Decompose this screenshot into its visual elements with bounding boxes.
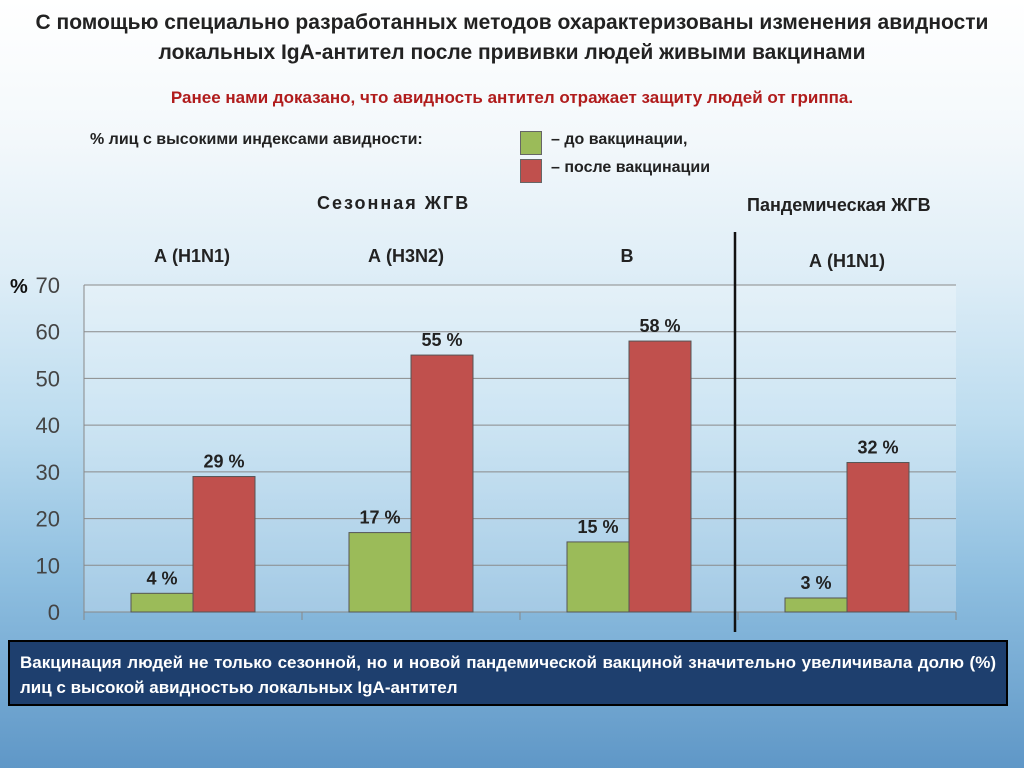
bar-before — [784, 597, 848, 613]
category-label: А (H1N1) — [154, 246, 230, 266]
legend-text-after: – после вакцинации — [551, 159, 711, 176]
data-label: 32 % — [857, 438, 898, 458]
bar-before — [348, 532, 412, 613]
bar-before — [130, 592, 194, 613]
legend-text-before: – до вакцинации, — [551, 131, 688, 148]
bar-after — [192, 476, 256, 613]
bar-after — [628, 340, 692, 613]
bar-before — [566, 541, 630, 613]
y-tick-label: 30 — [36, 460, 60, 485]
slide-title: С помощью специально разработанных метод… — [35, 11, 989, 64]
conclusion-box: Вакцинация людей не только сезонной, но … — [8, 640, 1008, 706]
category-label: В — [621, 246, 634, 266]
category-label: А (H1N1) — [809, 251, 885, 271]
y-tick-label: 10 — [36, 553, 60, 578]
y-axis-label: % — [10, 276, 28, 298]
bar-after — [846, 462, 910, 613]
y-tick-label: 0 — [48, 600, 60, 625]
y-tick-label: 50 — [36, 366, 60, 391]
y-tick-label: 60 — [36, 320, 60, 345]
legend-label: % лиц с высокими индексами авидности: — [90, 131, 423, 148]
group-title-pandemic: Пандемическая ЖГВ — [747, 195, 931, 215]
y-tick-label: 70 — [36, 273, 60, 298]
data-label: 17 % — [359, 508, 400, 528]
data-label: 4 % — [146, 568, 177, 588]
bar-chart: 0 10 20 30 40 50 60 70% А (H1N1) 4 % 29 % А (H3N2) 1… — [10, 232, 957, 632]
y-tick-label: 40 — [36, 413, 60, 438]
legend-swatch-after — [520, 159, 542, 183]
data-label: 55 % — [421, 330, 462, 350]
legend-swatch-before — [520, 131, 542, 155]
data-label: 58 % — [639, 316, 680, 336]
y-tick-label: 20 — [36, 507, 60, 532]
bar-after — [410, 354, 474, 613]
slide-subtitle: Ранее нами доказано, что авидность антит… — [170, 88, 854, 107]
data-label: 15 % — [577, 517, 618, 537]
group-title-seasonal: Сезонная ЖГВ — [317, 193, 471, 213]
data-label: 3 % — [800, 573, 831, 593]
category-label: А (H3N2) — [368, 246, 444, 266]
data-label: 29 % — [203, 452, 244, 472]
